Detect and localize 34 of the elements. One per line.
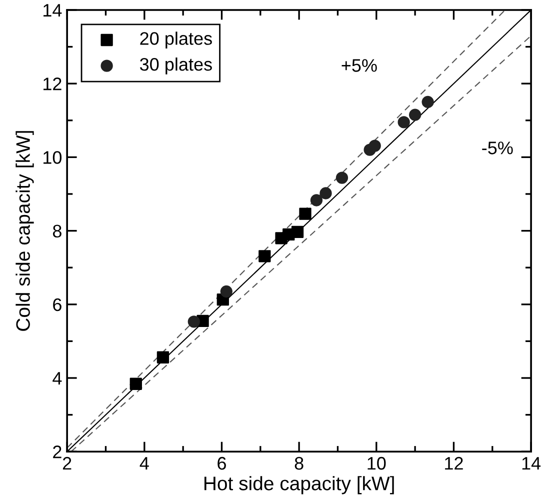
- y-tick-label: 8: [52, 224, 62, 238]
- y-tick-label: 2: [53, 446, 62, 458]
- text: +5%: [342, 59, 377, 72]
- point: [156, 351, 170, 364]
- point: [398, 116, 410, 128]
- legend-label: 30 plates: [140, 58, 212, 74]
- point: [258, 250, 271, 262]
- text: -5%: [482, 142, 513, 154]
- point: [408, 108, 422, 121]
- x-tick-label: 10: [368, 456, 386, 470]
- x-tick-label: 14: [522, 457, 541, 470]
- point: [336, 172, 348, 184]
- point: [291, 226, 304, 238]
- x-tick-label: 12: [445, 456, 463, 470]
- point: [368, 140, 381, 152]
- point: [310, 194, 323, 206]
- y-tick-label: 14: [44, 4, 62, 17]
- x-tick-label: 6: [218, 456, 226, 470]
- point: [220, 285, 232, 298]
- x-tick-label: 2: [62, 456, 72, 470]
- y-tick-label: 6: [53, 298, 62, 312]
- point: [422, 96, 434, 108]
- y-axis-title: Cold side capacity [kW]: [16, 131, 34, 331]
- x-tick-label: 4: [140, 457, 149, 470]
- y-tick-label: 12: [44, 78, 62, 90]
- legend-label: 20 plates: [140, 32, 212, 48]
- x-axis-title: Hot side capacity [kW]: [204, 476, 394, 494]
- point: [130, 378, 142, 390]
- point: [299, 208, 312, 220]
- x-tick-label: 8: [294, 456, 304, 470]
- point: [188, 316, 200, 328]
- y-tick-label: 10: [44, 151, 62, 164]
- y-tick-label: 4: [52, 372, 62, 385]
- point: [320, 187, 332, 200]
